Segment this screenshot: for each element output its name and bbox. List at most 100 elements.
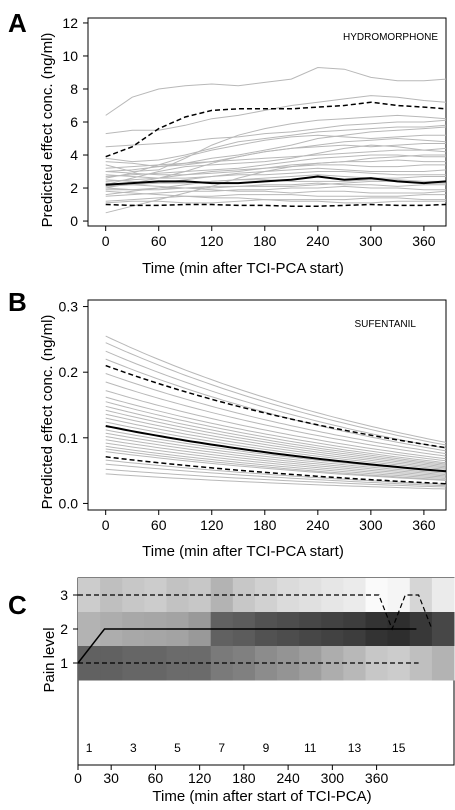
panel-a-series-individual-1 bbox=[105, 95, 447, 135]
panel-c-cell bbox=[144, 646, 167, 681]
panel-a-series-individual-7 bbox=[105, 143, 446, 189]
panel-c-cell bbox=[321, 578, 344, 613]
panel-c-cell bbox=[409, 646, 433, 681]
panel-a-xtick-label: 60 bbox=[151, 233, 167, 249]
panel-b-series-individual-12 bbox=[105, 417, 447, 469]
panel-a-series-individual-8 bbox=[105, 147, 447, 169]
panel-b-xtick-label: 240 bbox=[306, 517, 330, 533]
panel-c-cell bbox=[431, 612, 455, 647]
panel-a-xtick-label: 0 bbox=[102, 233, 110, 249]
panel-a-series-individual-3 bbox=[105, 119, 447, 148]
panel-a-series-individual-2 bbox=[105, 114, 447, 173]
panel-a-series-individual-21 bbox=[105, 154, 446, 214]
panel-a-series-individual-16 bbox=[105, 182, 446, 191]
panel-c-xtick-label: 360 bbox=[365, 770, 389, 786]
panel-c-cell bbox=[232, 578, 256, 613]
panel-a-xtick-label: 180 bbox=[253, 233, 277, 249]
panel-b-series-individual-0 bbox=[105, 335, 447, 443]
panel-a-ylabel: Predicted effect conc. (ng/ml) bbox=[39, 33, 56, 228]
panel-c-cell bbox=[232, 646, 256, 681]
panel-a-xtick-label: 300 bbox=[359, 233, 383, 249]
panel-b-series-individual-2 bbox=[105, 350, 447, 449]
panel-b-series-median-26 bbox=[105, 425, 447, 473]
panel-b-plot: 0 60 120 180 240 300 360 0.0 0.1 0.2 0.3 bbox=[59, 299, 447, 533]
panel-b-series-individual-24 bbox=[105, 468, 447, 488]
panel-a-series-median-26 bbox=[105, 175, 447, 186]
panel-b-xtick-label: 360 bbox=[412, 517, 436, 533]
panel-a-series-individual-18 bbox=[105, 182, 447, 194]
panel-a-ytick-label: 10 bbox=[62, 48, 78, 64]
panel-b-series-individual-19 bbox=[105, 445, 447, 479]
panel-c-cell bbox=[409, 578, 433, 613]
panel-c-interval-label: 3 bbox=[130, 741, 137, 755]
panel-a-series-individual-20 bbox=[105, 190, 446, 201]
panel-c-xtick-label: 120 bbox=[188, 770, 212, 786]
panel-c-cell bbox=[409, 612, 433, 647]
panel-b-letter: B bbox=[8, 287, 27, 317]
panel-b-frame bbox=[87, 299, 447, 511]
panel-c-cell bbox=[431, 646, 455, 681]
panel-b-series-individual-4 bbox=[105, 373, 447, 455]
panel-a-annotation: HYDROMORPHONE bbox=[343, 32, 438, 43]
panel-a-series-individual-12 bbox=[105, 167, 447, 187]
panel-a-series-individual-5 bbox=[105, 134, 446, 179]
panel-c-ylabel: Pain level bbox=[41, 627, 58, 692]
panel-c-cell bbox=[78, 612, 101, 647]
panel-b-series-individual-13 bbox=[105, 421, 447, 470]
panel-b-series-individual-22 bbox=[105, 459, 447, 485]
panel-a-series-individual-22 bbox=[105, 199, 446, 204]
panel-b-ytick-label: 0.1 bbox=[59, 430, 79, 446]
panel-b-xtick-label: 120 bbox=[200, 517, 224, 533]
panel-c-ytick-label: 1 bbox=[60, 655, 68, 671]
panel-a-series-individual-24 bbox=[105, 144, 447, 186]
panel-c: C Pain level Time (min after start of TC… bbox=[8, 577, 455, 805]
panel-b-series-individual-20 bbox=[105, 448, 447, 481]
panel-a-ytick-label: 0 bbox=[70, 213, 78, 229]
panel-b-series-individual-7 bbox=[105, 396, 447, 462]
panel-a-ytick-label: 4 bbox=[70, 147, 78, 163]
panel-c-cell bbox=[321, 646, 344, 681]
panel-c-cell bbox=[387, 578, 411, 613]
panel-c-xlabel: Time (min after start of TCI-PCA) bbox=[152, 788, 371, 805]
panel-b-series-individual-18 bbox=[105, 442, 447, 478]
panel-b-series-individual-10 bbox=[105, 409, 447, 466]
panel-a-ytick-label: 2 bbox=[70, 180, 78, 196]
panel-a-xlabel: Time (min after TCI-PCA start) bbox=[142, 260, 344, 277]
panel-c-xtick-label: 0 bbox=[74, 770, 82, 786]
panel-a-ytick-label: 12 bbox=[62, 15, 78, 31]
panel-c-interval-label: 11 bbox=[304, 741, 317, 755]
panel-c-interval-label: 1 bbox=[86, 741, 93, 755]
panel-b-series-individual-1 bbox=[105, 342, 447, 446]
panel-a-series-individual-0 bbox=[105, 66, 447, 116]
panel-a-xtick-label: 120 bbox=[200, 233, 224, 249]
panel-b-series-individual-25 bbox=[105, 473, 447, 490]
panel-c-cell bbox=[144, 578, 167, 613]
panel-b-annotation: SUFENTANIL bbox=[355, 319, 417, 330]
panel-b-xtick-label: 180 bbox=[253, 517, 277, 533]
panel-b-xlabel: Time (min after TCI-PCA start) bbox=[142, 543, 344, 560]
panel-a-series-individual-11 bbox=[105, 164, 446, 176]
panel-c-upper-line bbox=[78, 594, 433, 631]
panel-c-interval-label: 7 bbox=[218, 741, 225, 755]
panel-c-ytick-label: 3 bbox=[60, 587, 68, 603]
panel-a-letter: A bbox=[8, 8, 27, 38]
panel-a-ytick-label: 6 bbox=[70, 114, 78, 130]
panel-b-series-lower-28 bbox=[105, 456, 447, 485]
panel-a-series-individual-9 bbox=[105, 154, 446, 177]
panel-b-series-individual-23 bbox=[105, 463, 447, 487]
panel-b-series-individual-21 bbox=[105, 451, 447, 481]
panel-b-xtick-label: 0 bbox=[102, 517, 110, 533]
panel-a-ytick-label: 8 bbox=[70, 81, 78, 97]
panel-a-series-individual-6 bbox=[105, 137, 447, 168]
panel-b-series-individual-5 bbox=[105, 381, 447, 457]
panel-b-ytick-label: 0.0 bbox=[59, 495, 79, 511]
panel-b-xtick-label: 60 bbox=[151, 517, 167, 533]
panel-c-xtick-label: 30 bbox=[103, 770, 119, 786]
panel-a-series-individual-14 bbox=[105, 174, 446, 196]
panel-a-series-individual-23 bbox=[105, 124, 447, 163]
panel-b-series-individual-16 bbox=[105, 436, 447, 476]
panel-b-ylabel: Predicted effect conc. (ng/ml) bbox=[39, 315, 56, 510]
panel-c-interval-label: 5 bbox=[174, 741, 181, 755]
